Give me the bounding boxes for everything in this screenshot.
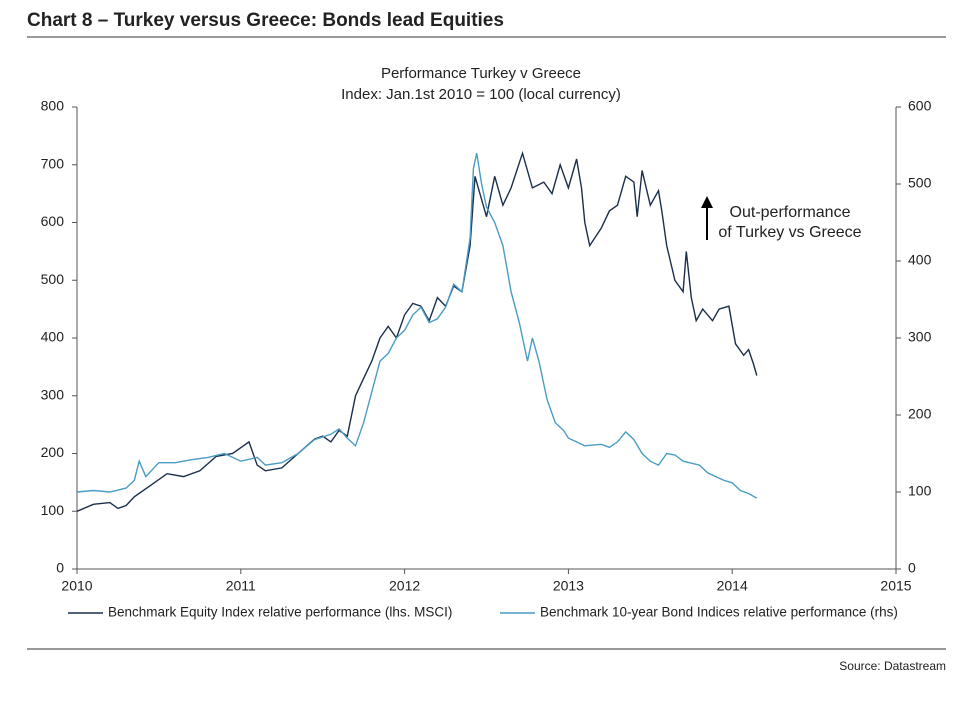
arrow-head <box>701 196 713 208</box>
series-line <box>76 150 758 512</box>
x-tick-label: 2015 <box>880 578 911 594</box>
y2-tick-label: 600 <box>908 98 932 114</box>
legend-label: Benchmark Equity Index relative performa… <box>108 605 452 620</box>
x-tick-label: 2012 <box>389 578 420 594</box>
y2-tick-label: 100 <box>908 483 932 499</box>
chart-title: Performance Turkey v Greece <box>381 65 581 82</box>
y2-tick-label: 200 <box>908 406 932 422</box>
y2-tick-label: 0 <box>908 560 916 576</box>
y-tick-label: 400 <box>41 329 65 345</box>
x-tick-label: 2010 <box>61 578 92 594</box>
y-tick-label: 300 <box>41 386 65 402</box>
y2-tick-label: 500 <box>908 175 932 191</box>
y2-tick-label: 400 <box>908 252 932 268</box>
y-tick-label: 700 <box>41 155 65 171</box>
y-tick-label: 800 <box>41 98 65 114</box>
x-tick-label: 2014 <box>717 578 748 594</box>
y-tick-label: 500 <box>41 271 65 287</box>
x-tick-label: 2013 <box>553 578 584 594</box>
x-tick-label: 2011 <box>226 578 256 594</box>
y-tick-label: 100 <box>41 502 65 518</box>
y-tick-label: 200 <box>41 444 65 460</box>
legend-label: Benchmark 10-year Bond Indices relative … <box>540 605 898 620</box>
series-line <box>76 153 758 499</box>
y-tick-label: 600 <box>41 213 65 229</box>
chart-subtitle: Index: Jan.1st 2010 = 100 (local currenc… <box>341 86 621 103</box>
page-title: Chart 8 – Turkey versus Greece: Bonds le… <box>27 10 504 31</box>
annotation: of Turkey vs Greece <box>718 224 861 241</box>
source: Source: Datastream <box>839 659 946 673</box>
y-tick-label: 0 <box>56 560 64 576</box>
annotation: Out-performance <box>730 204 851 221</box>
y2-tick-label: 300 <box>908 329 932 345</box>
